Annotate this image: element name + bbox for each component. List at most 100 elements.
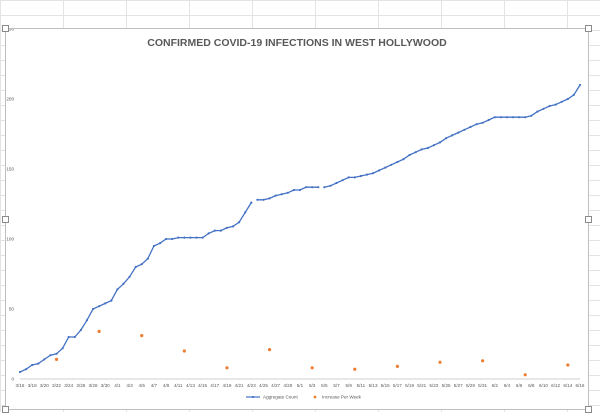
data-point-aggregate-count <box>511 116 515 119</box>
data-point-aggregate-count <box>518 116 521 119</box>
chart-area[interactable]: CONFIRMED COVID-19 INFECTIONS IN WEST HO… <box>2 25 592 413</box>
data-point-increase-per-week <box>523 373 527 377</box>
y-tick-label: 50 <box>9 307 15 312</box>
data-point-aggregate-count <box>219 229 222 232</box>
data-point-aggregate-count <box>280 193 283 196</box>
data-point-aggregate-count <box>213 229 216 232</box>
data-point-aggregate-count <box>457 131 460 134</box>
data-point-aggregate-count <box>451 134 454 137</box>
x-tick-label: 3/20 <box>40 383 49 388</box>
data-point-increase-per-week <box>353 367 357 371</box>
data-point-aggregate-count <box>231 225 235 228</box>
x-tick-label: 4/27 <box>271 383 280 388</box>
data-point-aggregate-count <box>493 116 496 119</box>
data-point-aggregate-count <box>91 307 95 311</box>
data-point-increase-per-week <box>140 334 144 338</box>
x-tick-label: 4/5 <box>139 383 146 388</box>
x-tick-label: 5/27 <box>454 383 463 388</box>
data-point-aggregate-count <box>487 118 490 122</box>
x-tick-label: 5/11 <box>357 383 366 388</box>
data-point-aggregate-count <box>298 188 302 192</box>
x-tick-label: 5/29 <box>466 383 475 388</box>
data-point-aggregate-count <box>341 179 344 182</box>
data-point-aggregate-count <box>353 176 356 179</box>
data-point-aggregate-count <box>365 173 369 176</box>
x-tick-label: 5/1 <box>297 383 304 388</box>
x-tick-label: 4/11 <box>174 383 183 388</box>
data-point-aggregate-count <box>347 176 350 179</box>
data-point-aggregate-count <box>390 163 393 166</box>
resize-handle-left[interactable] <box>2 216 9 223</box>
legend-marker-increase-per-week <box>313 395 317 399</box>
data-point-increase-per-week <box>182 349 186 353</box>
x-tick-label: 4/15 <box>198 383 207 388</box>
data-point-aggregate-count <box>256 198 259 201</box>
x-tick-label: 3/26 <box>76 383 85 388</box>
x-tick-label: 5/7 <box>333 383 340 388</box>
data-point-aggregate-count <box>146 257 149 260</box>
data-point-aggregate-count <box>335 181 338 185</box>
data-point-aggregate-count <box>268 197 271 200</box>
data-point-aggregate-count <box>207 232 210 235</box>
data-point-aggregate-count <box>438 141 442 144</box>
data-point-aggregate-count <box>79 328 82 332</box>
data-point-aggregate-count <box>274 194 277 197</box>
x-tick-label: 6/16 <box>576 383 585 388</box>
data-point-increase-per-week <box>566 363 570 367</box>
y-tick-label: 150 <box>6 167 14 172</box>
data-point-aggregate-count <box>183 236 186 239</box>
legend-marker-aggregate-count <box>251 395 255 399</box>
x-tick-label: 6/4 <box>504 383 511 388</box>
x-tick-label: 3/30 <box>101 383 110 388</box>
data-point-aggregate-count <box>158 242 162 245</box>
y-tick-label: 200 <box>6 97 14 102</box>
data-point-increase-per-week <box>481 359 485 363</box>
data-point-aggregate-count <box>244 211 247 214</box>
data-point-increase-per-week <box>438 360 442 364</box>
data-point-aggregate-count <box>426 146 429 150</box>
x-tick-label: 4/23 <box>247 383 256 388</box>
data-point-aggregate-count <box>469 125 472 129</box>
data-point-aggregate-count <box>98 305 101 308</box>
data-point-aggregate-count <box>304 186 308 189</box>
data-point-aggregate-count <box>432 144 436 147</box>
resize-handle-top-right[interactable] <box>585 25 592 32</box>
data-point-aggregate-count <box>408 153 411 157</box>
data-point-aggregate-count <box>164 237 168 241</box>
data-point-aggregate-count <box>104 302 107 305</box>
data-point-aggregate-count <box>505 116 509 119</box>
data-point-aggregate-count <box>378 169 381 172</box>
data-point-aggregate-count <box>116 288 119 291</box>
data-point-aggregate-count <box>189 236 192 239</box>
x-tick-label: 6/6 <box>516 383 523 388</box>
x-tick-label: 5/15 <box>381 383 390 388</box>
y-tick-label: 100 <box>6 237 14 242</box>
data-point-increase-per-week <box>310 366 314 370</box>
x-tick-label: 4/9 <box>163 383 170 388</box>
data-point-aggregate-count <box>225 226 229 229</box>
data-point-aggregate-count <box>152 244 156 248</box>
data-point-aggregate-count <box>177 236 180 239</box>
x-tick-label: 5/19 <box>405 383 414 388</box>
resize-handle-right[interactable] <box>585 216 592 223</box>
data-point-aggregate-count <box>359 174 362 178</box>
data-point-aggregate-count <box>536 110 539 113</box>
data-point-aggregate-count <box>67 335 70 339</box>
x-tick-label: 5/25 <box>442 383 451 388</box>
data-point-increase-per-week <box>267 348 272 352</box>
x-tick-label: 4/1 <box>114 383 121 388</box>
data-point-aggregate-count <box>566 97 569 101</box>
x-tick-label: 4/21 <box>235 383 244 388</box>
data-point-aggregate-count <box>560 100 563 103</box>
data-point-aggregate-count <box>572 93 576 96</box>
x-tick-label: 5/13 <box>369 383 378 388</box>
data-point-aggregate-count <box>578 83 582 87</box>
data-point-aggregate-count <box>384 166 387 169</box>
resize-handle-top-left[interactable] <box>2 25 9 32</box>
data-point-aggregate-count <box>292 188 296 192</box>
data-point-aggregate-count <box>43 358 46 361</box>
x-tick-label: 6/12 <box>551 383 560 388</box>
data-point-aggregate-count <box>195 236 198 239</box>
data-point-increase-per-week <box>54 357 59 361</box>
data-point-aggregate-count <box>37 362 40 365</box>
